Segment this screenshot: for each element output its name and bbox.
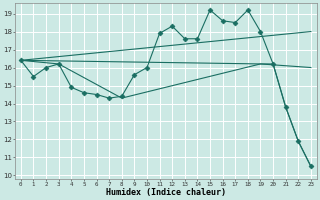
X-axis label: Humidex (Indice chaleur): Humidex (Indice chaleur)	[106, 188, 226, 197]
